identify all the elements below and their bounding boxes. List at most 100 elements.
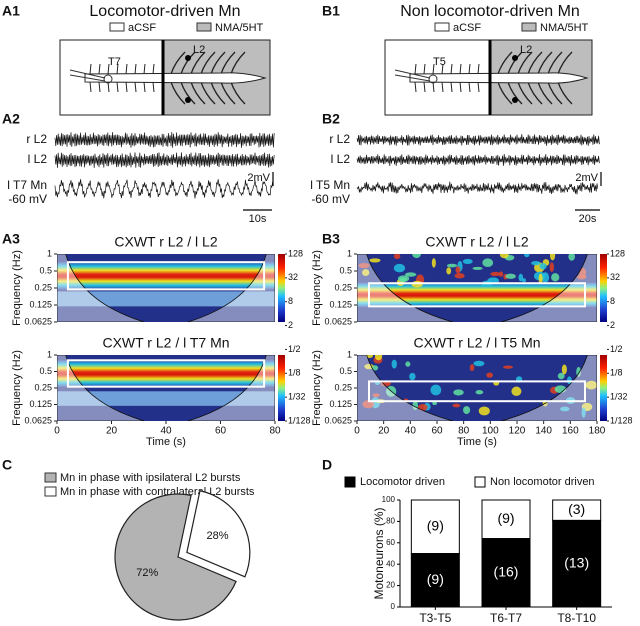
panel-label: A1 (2, 3, 20, 19)
column-title: Locomotor-driven Mn (89, 3, 240, 20)
root (143, 63, 146, 75)
y-tick-label: 1 (47, 349, 52, 359)
heatmap (57, 254, 275, 322)
cone-of-influence (357, 355, 597, 421)
heatmap-speck (472, 266, 483, 270)
count-label: (16) (494, 563, 519, 579)
scale-label: 20s (579, 213, 597, 225)
trace (356, 153, 600, 166)
y-tick-label: 60 (386, 538, 395, 547)
colorbar-tick-label: 32 (288, 272, 298, 282)
colorbar-tick-label: 1/32 (288, 392, 306, 402)
y-tick-label: 100 (382, 495, 396, 504)
l2-dot (185, 97, 191, 103)
root (143, 81, 146, 93)
x-tick-label: 160 (562, 426, 579, 437)
legend-swatch (44, 486, 57, 497)
heatmap-title: CXWT r L2 / l L2 (114, 234, 217, 250)
colorbar-tick-label: 1/128 (288, 415, 311, 425)
heatmap-speck (446, 267, 452, 275)
heatmap-speck (549, 262, 554, 272)
y-tick-label: 0.25 (334, 382, 352, 392)
legend-label: Non locomotor driven (490, 476, 595, 488)
heatmap-speck (393, 254, 401, 260)
count-label: (9) (427, 571, 444, 587)
trace (54, 132, 275, 148)
root (210, 51, 226, 75)
heatmap-speck (538, 273, 543, 285)
colorbar-tick-label: 8 (288, 296, 293, 306)
heatmap-speck (362, 400, 374, 409)
legend-swatch (521, 22, 537, 32)
bar-segment (552, 499, 602, 521)
root (507, 81, 523, 105)
heatmap-speck (475, 390, 484, 395)
y-tick-label: 0.25 (34, 382, 52, 392)
root (220, 51, 236, 75)
heatmap-speck (585, 380, 597, 390)
heatmap-speck (366, 355, 374, 359)
root (450, 81, 453, 93)
significance-box (368, 380, 586, 403)
pie-slice (186, 490, 251, 578)
y-tick-label: 0.0625 (324, 415, 352, 425)
heatmap-speck (576, 366, 581, 378)
heatmap-speck (560, 406, 570, 412)
root (477, 63, 480, 75)
x-tick-label: 20 (106, 426, 118, 437)
heatmap-speck (531, 260, 541, 266)
root (517, 81, 533, 105)
heatmap-speck (549, 254, 556, 261)
pie-slice (114, 493, 237, 621)
root (200, 81, 216, 105)
trace (356, 134, 600, 146)
root (180, 51, 196, 75)
spinal-cord (84, 72, 267, 84)
colorbar-tick-label: 128 (288, 248, 303, 258)
heatmap (57, 355, 275, 421)
x-tick-label: 180 (589, 426, 606, 437)
root (200, 51, 216, 75)
legend-label: NMA/5HT (540, 22, 589, 34)
root (125, 81, 128, 93)
holding-potential: -60 mV (8, 192, 47, 206)
heatmap-low (57, 391, 275, 406)
slice-label: 28% (207, 530, 229, 542)
y-tick-label: 0.125 (329, 399, 352, 409)
root (98, 63, 101, 75)
root (497, 81, 513, 105)
spinal-cord (409, 72, 589, 84)
heatmap-speck (358, 262, 370, 269)
root (459, 63, 462, 75)
heatmap-speck (405, 361, 411, 367)
legend-label: NMA/5HT (215, 22, 264, 34)
count-label: (9) (427, 517, 444, 533)
x-tick-label: T3-T5 (419, 611, 451, 625)
cone-of-influence (57, 254, 275, 322)
heatmap-speck (505, 273, 516, 279)
y-tick-label: 0.5 (339, 265, 352, 275)
bar-segment (552, 519, 602, 608)
count-label: (9) (497, 510, 514, 526)
heatmap-speck (503, 365, 513, 369)
root (547, 81, 563, 105)
heatmap-speck (524, 254, 530, 258)
heatmap-speck (430, 384, 442, 396)
colorbar-tick-label: 1/2 (610, 344, 623, 354)
y-tick-label: 0.0625 (324, 316, 352, 326)
y-axis-label: Frequency (Hz) (311, 250, 323, 326)
heatmap-speck (551, 273, 560, 282)
y-axis-label: Frequency (Hz) (11, 350, 23, 426)
root (527, 51, 543, 75)
bar-segment (481, 538, 531, 608)
trace (54, 152, 275, 168)
x-tick-label: 20 (378, 426, 390, 437)
root (527, 81, 543, 105)
heatmap-speck (446, 263, 458, 268)
colorbar-tick-label: 2 (610, 320, 615, 330)
root (230, 81, 246, 105)
root (116, 81, 119, 93)
heatmap-speck (369, 258, 381, 263)
